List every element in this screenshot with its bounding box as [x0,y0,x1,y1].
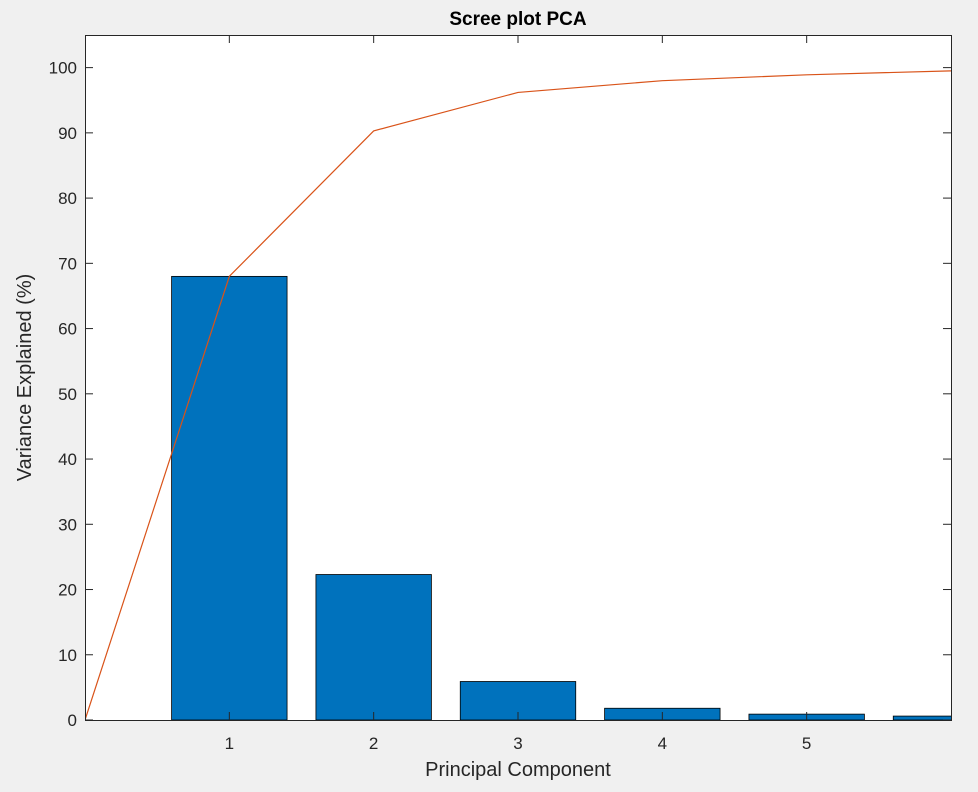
y-tick-label: 50 [58,385,77,404]
bar-pc-1 [171,275,288,720]
y-tick-label: 10 [58,646,77,665]
y-tick-label: 30 [58,515,77,534]
bar-pc-2 [315,574,432,720]
y-tick-label: 100 [49,59,77,78]
y-tick-label: 90 [58,124,77,143]
cumulative-line-layer [85,70,951,720]
x-tick-label: 5 [802,734,811,753]
x-tick-label: 4 [658,734,667,753]
cumulative-variance-line [85,70,951,720]
y-tick-label: 60 [58,320,77,339]
x-tick-label: 1 [225,734,234,753]
y-tick-label: 70 [58,254,77,273]
x-tick-label: 3 [513,734,522,753]
x-axis-label: Principal Component [425,759,611,781]
x-tick-label: 2 [369,734,378,753]
bar-pc-6 [892,715,951,720]
y-axis-label: Variance Explained (%) [14,274,36,482]
y-tick-label: 0 [68,711,77,730]
y-tick-label: 20 [58,581,77,600]
ticks-layer: 0 10 20 30 40 50 60 70 80 90 100 1 2 3 4 5 [49,35,951,753]
y-tick-label: 80 [58,189,77,208]
bars-layer [171,275,951,720]
chart-title: Scree plot PCA [449,9,587,30]
y-tick-label: 40 [58,450,77,469]
